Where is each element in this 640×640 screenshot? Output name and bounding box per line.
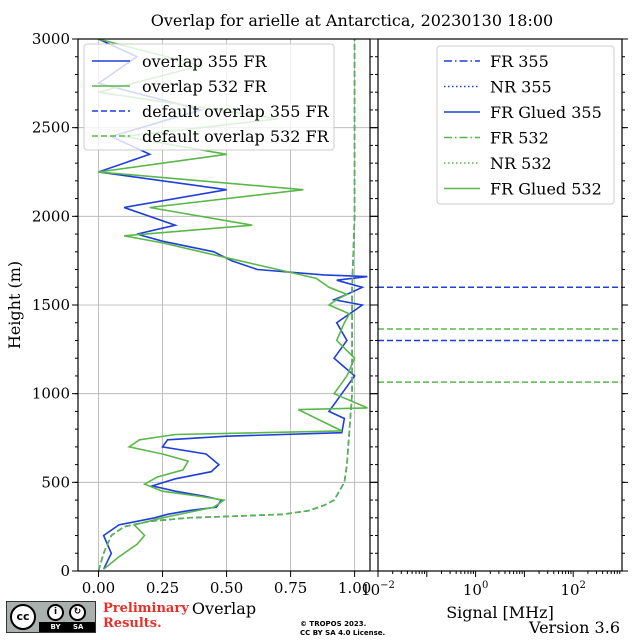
overlap-legend: overlap 355 FR overlap 532 FR default over… [83,43,335,151]
legend-label: NR 532 [490,154,552,173]
log-x-tick-exponent: 0 [482,580,488,591]
x-tick-label: 1.00 [338,579,371,597]
height-y-label: Height (m) [5,261,24,349]
series-line [97,39,356,572]
legend-label: default overlap 532 FR [142,127,330,146]
log-x-tick-label: 10−2 [361,580,395,599]
copyright-notice: © TROPOS 2023. CC BY SA 4.0 License. [300,620,385,638]
y-tick-label: 1000 [32,385,70,403]
signal-legend: FR 355 NR 355 FR Glued 355 FR 532 NR 532 FR G… [436,45,615,205]
y-tick-label: 3000 [32,30,70,48]
legend-box [83,43,335,151]
sa-icon: ↻ [69,604,86,621]
legend-label: overlap 355 FR [142,52,268,71]
x-tick-label: 0.50 [210,579,243,597]
x-tick-label: 0.75 [274,579,307,597]
legend-label: FR 355 [490,52,549,71]
x-tick-label: 0.00 [82,579,115,597]
legend-label: NR 355 [490,78,552,97]
signal-ticks: 10−2 100 102 [361,38,628,599]
cc-icon: cc [10,604,36,630]
badge-strip: BY SA [39,622,95,632]
overlap-series [96,38,368,572]
y-tick-label: 1500 [32,296,70,314]
legend-label: FR Glued 355 [490,103,602,122]
log-x-tick-exponent: −2 [380,580,395,591]
x-tick-label: 0.25 [146,579,179,597]
y-tick-label: 2500 [32,119,70,137]
series-line [98,38,368,570]
preliminary-line-1: Preliminary [103,601,189,616]
legend-label: default overlap 355 FR [142,102,330,121]
y-tick-label: 0 [60,562,70,580]
overlap-ticks: 0.00 0.25 0.50 0.75 1.00 0 500 1000 1500 2000 2500… [32,30,376,597]
version-label: Version 3.6 [529,618,620,637]
log-x-tick-label: 100 [463,580,488,599]
signal-hlines [378,286,622,383]
legend-label: FR Glued 532 [490,180,602,199]
legend-label: FR 532 [490,129,549,148]
preliminary-line-2: Results. [103,616,162,631]
copyright-line-2: CC BY SA 4.0 License. [300,629,386,637]
overlap-x-label: Overlap [192,599,256,618]
chart-title: Overlap for arielle at Antarctica, 20230… [151,11,553,30]
preliminary-notice: Preliminary Results. [103,601,189,631]
legend-label: overlap 532 FR [142,77,268,96]
copyright-line-1: © TROPOS 2023. [300,620,367,628]
cc-license-badge: cc i ↻ BY SA [6,601,96,633]
y-tick-label: 500 [41,473,70,491]
legend-box [436,45,615,205]
signal-x-label: Signal [MHz] [446,603,554,622]
log-x-tick-exponent: 2 [580,580,586,591]
by-icon: i [47,604,64,621]
y-tick-label: 2000 [32,207,70,225]
log-x-tick-label: 102 [560,580,585,599]
